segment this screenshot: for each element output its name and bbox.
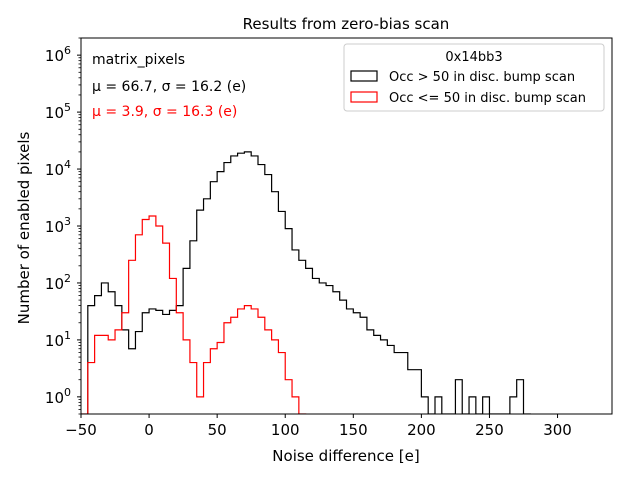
plot-area: −50 0 50 100 150 200 250 300 100 101 102 103 104 105 1… <box>45 37 613 439</box>
annotation-1: matrix_pixels <box>92 52 185 68</box>
x-tick-label: 100 <box>271 421 300 439</box>
x-tick-label: 0 <box>144 421 154 439</box>
x-tick-label: 300 <box>543 421 572 439</box>
histogram-series-2 <box>81 215 307 414</box>
x-axis-label: Noise difference [e] <box>272 447 419 465</box>
x-tick-label: 150 <box>339 421 368 439</box>
annotation-3: μ = 3.9, σ = 16.3 (e) <box>92 104 237 120</box>
legend-box <box>343 43 605 112</box>
legend-label-2: Occ <= 50 in disc. bump scan <box>389 91 586 106</box>
x-tick-label: 200 <box>407 421 436 439</box>
y-tick-label: 106 <box>45 44 71 65</box>
x-tick-label: 50 <box>208 421 227 439</box>
y-tick-label: 103 <box>45 215 71 236</box>
y-tick-label: 100 <box>45 386 71 407</box>
legend: 0x14bb3 Occ > 50 in disc. bump scan Occ <=… <box>343 43 605 112</box>
y-tick-label: 104 <box>45 158 71 179</box>
histogram-series-group <box>81 151 531 414</box>
legend-swatch-2 <box>350 91 378 103</box>
y-tick-label: 105 <box>45 101 71 122</box>
legend-title: 0x14bb3 <box>445 50 502 65</box>
histogram-series-1 <box>87 151 531 414</box>
legend-label-1: Occ > 50 in disc. bump scan <box>389 70 575 85</box>
x-tick-label: 250 <box>475 421 504 439</box>
x-tick-label: −50 <box>65 421 97 439</box>
y-axis-label: Number of enabled pixels <box>15 131 33 324</box>
annotation-2: μ = 66.7, σ = 16.2 (e) <box>92 79 246 95</box>
y-tick-label: 101 <box>45 329 71 350</box>
legend-swatch-1 <box>350 70 378 82</box>
chart-title: Results from zero-bias scan <box>243 15 450 33</box>
y-tick-label: 102 <box>45 272 71 293</box>
